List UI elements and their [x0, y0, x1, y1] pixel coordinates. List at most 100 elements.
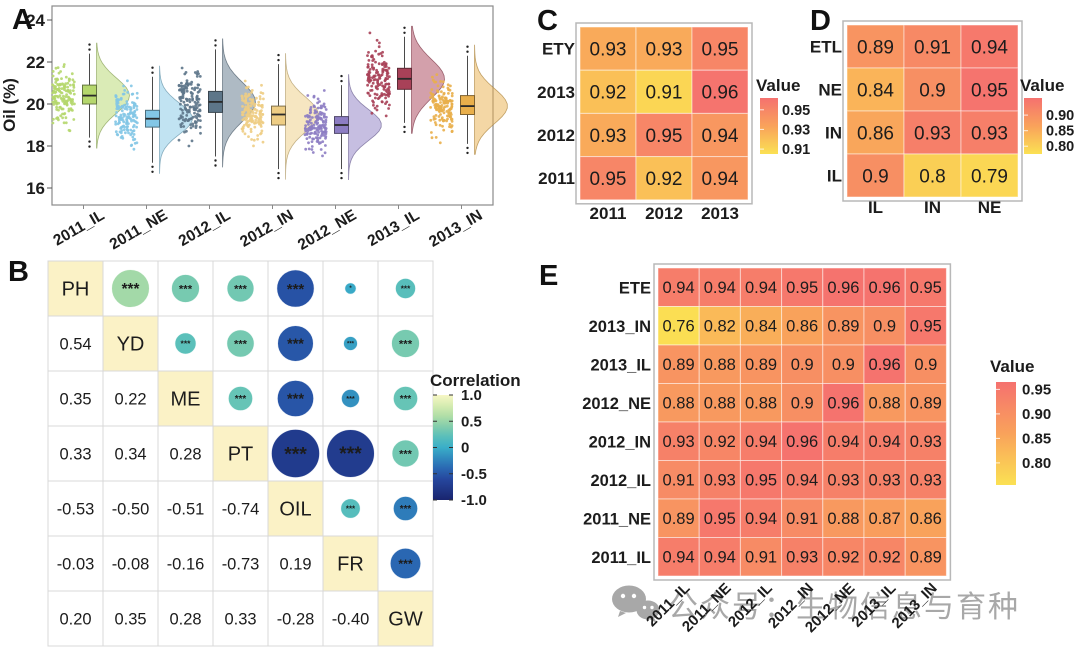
outlier-point — [340, 171, 343, 175]
correlation-value: -0.08 — [112, 556, 150, 574]
data-point — [250, 91, 253, 94]
data-point — [185, 99, 189, 102]
heatmap-cell — [781, 267, 824, 307]
data-point — [123, 125, 126, 129]
col-label: 2013 — [701, 204, 739, 223]
data-point — [191, 92, 194, 95]
data-point — [180, 87, 184, 90]
data-point — [310, 140, 314, 144]
correlation-value: -0.74 — [222, 501, 260, 519]
heatmap-cell-value: 0.96 — [786, 433, 818, 451]
data-point — [377, 62, 381, 66]
data-point — [54, 66, 58, 70]
correlation-circle — [226, 274, 255, 303]
data-point — [189, 105, 192, 109]
matrix-cell — [102, 535, 159, 592]
data-point — [133, 119, 137, 123]
data-point — [374, 96, 377, 100]
outlier-point — [403, 26, 406, 29]
variable-label: PH — [62, 279, 90, 301]
diagonal-cell — [157, 370, 214, 427]
significance-stars: *** — [400, 504, 412, 515]
outlier-point — [151, 170, 154, 173]
outlier-point — [277, 171, 280, 175]
outlier-point — [88, 140, 91, 143]
heatmap-border — [842, 20, 1023, 202]
panel-e-heatmap: 0.94 0.94 0.94 0.95 0.96 0.96 0.95 ETE 0.76 0.82 0… — [582, 263, 1051, 636]
data-point — [195, 75, 199, 78]
x-tick-label: 2012_IL — [176, 207, 234, 250]
data-point — [59, 70, 62, 73]
data-point — [306, 94, 310, 97]
outlier-point — [403, 31, 406, 34]
outlier-point — [214, 164, 217, 167]
data-point — [434, 136, 438, 139]
heatmap-cell — [579, 69, 637, 114]
matrix-cell — [212, 590, 269, 647]
data-point — [255, 109, 259, 112]
heatmap-cell-value: 0.92 — [704, 433, 736, 451]
data-point — [450, 117, 454, 121]
data-point — [259, 132, 262, 136]
data-point — [368, 94, 372, 97]
heatmap-cell — [822, 344, 865, 384]
legend-tick-label: 0.80 — [1022, 455, 1051, 472]
col-label: IN — [924, 198, 941, 217]
outlier-point — [214, 44, 217, 47]
data-point — [386, 71, 390, 75]
data-point — [185, 82, 188, 86]
heatmap-cell-value: 0.95 — [704, 510, 736, 528]
data-point — [386, 93, 389, 97]
legend-tick-label: 0.85 — [1046, 124, 1074, 140]
heatmap-cell-value: 0.96 — [869, 356, 901, 374]
heatmap-cell-value: 0.95 — [745, 472, 777, 490]
data-point — [62, 97, 66, 101]
data-point — [377, 73, 380, 77]
panel-label-b: B — [8, 256, 29, 288]
heatmap-cell — [822, 421, 865, 461]
heatmap-cell — [960, 110, 1019, 155]
data-point — [193, 100, 197, 104]
data-point — [443, 99, 446, 103]
data-point — [311, 151, 315, 154]
data-point — [129, 84, 133, 88]
data-point — [371, 81, 375, 85]
correlation-circle — [394, 277, 417, 300]
data-point — [256, 134, 260, 137]
col-label: 2013_IN — [889, 580, 941, 632]
row-label: IL — [827, 167, 842, 186]
half-violin — [96, 42, 130, 149]
data-point — [62, 65, 66, 68]
data-point — [442, 111, 446, 115]
data-point — [377, 96, 381, 100]
data-point — [243, 132, 247, 136]
data-point — [380, 54, 384, 58]
heatmap-cell — [657, 306, 700, 346]
data-point — [429, 91, 433, 95]
data-point — [181, 115, 184, 119]
box — [82, 84, 97, 105]
data-point — [179, 99, 183, 103]
panel-label-d: D — [810, 5, 831, 37]
data-point — [62, 94, 65, 98]
correlation-circle — [276, 269, 315, 308]
data-point — [324, 136, 327, 140]
heatmap-cell-value: 0.94 — [869, 433, 901, 451]
data-point — [433, 98, 437, 101]
data-point — [433, 117, 437, 121]
data-point — [366, 54, 369, 57]
data-point — [68, 97, 72, 101]
data-point — [72, 80, 76, 84]
data-point — [133, 109, 137, 113]
y-tick-label: 20 — [26, 95, 45, 114]
legend-tick-label: 0 — [461, 440, 469, 457]
data-point — [251, 98, 255, 101]
data-point — [177, 138, 181, 142]
data-point — [318, 124, 322, 127]
data-point — [440, 90, 443, 94]
panel-d-heatmap: 0.89 0.91 0.94 ETL 0.84 0.9 0.95 NE 0.86 0.93 0.93… — [810, 20, 1074, 217]
data-point — [69, 83, 72, 87]
heatmap-cell — [903, 153, 962, 198]
data-point — [188, 82, 191, 86]
data-point — [195, 106, 199, 110]
